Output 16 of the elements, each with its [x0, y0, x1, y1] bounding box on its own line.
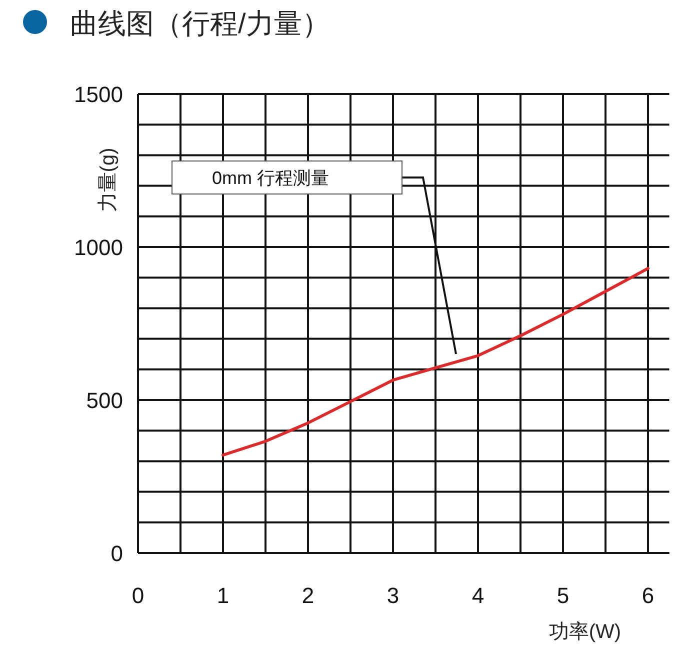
y-tick-label: 0: [110, 541, 123, 566]
x-tick-label: 6: [642, 583, 654, 608]
x-tick-label: 2: [302, 583, 314, 608]
x-tick-label: 4: [472, 583, 484, 608]
y-tick-label: 500: [86, 388, 123, 413]
x-tick-label: 3: [386, 583, 400, 608]
y-tick-label: 1000: [74, 235, 123, 260]
y-tick-label: 1500: [74, 82, 123, 107]
y-axis-title: 力量(g): [97, 148, 119, 212]
x-axis-title: 功率(W): [548, 621, 622, 643]
x-tick-label: 5: [556, 583, 570, 608]
x-tick-label: 0: [132, 583, 144, 608]
x-tick-label: 1: [216, 583, 230, 608]
annotation: 0mm 行程测量: [212, 168, 329, 188]
line-series: [222, 266, 650, 457]
chart-title: 曲线图（行程/力量）: [70, 8, 330, 39]
